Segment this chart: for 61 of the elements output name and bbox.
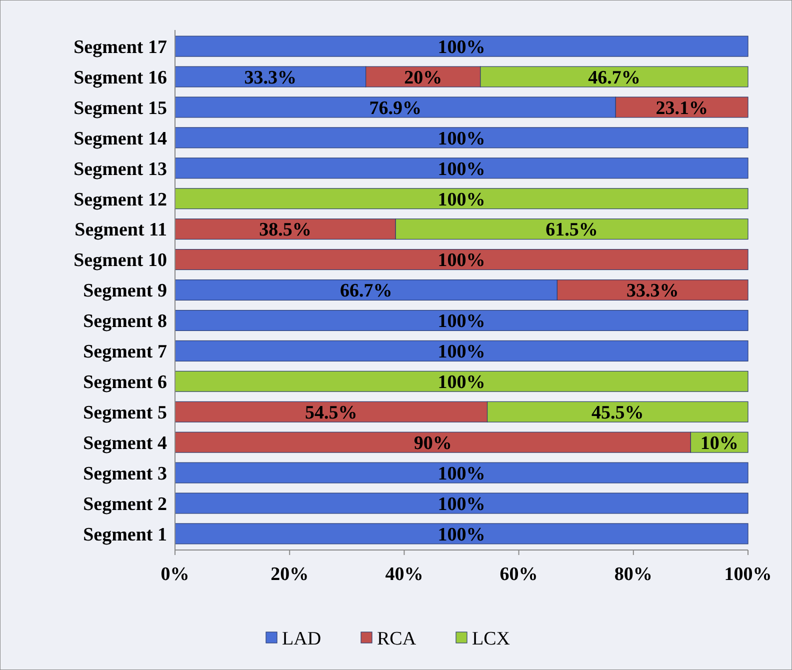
data-label: 38.5%	[259, 220, 312, 241]
y-tick-label: Segment 17	[74, 36, 168, 58]
y-tick-label: Segment 10	[74, 250, 167, 272]
data-label: 90%	[414, 432, 452, 454]
y-tick-label: Segment 2	[83, 494, 167, 515]
x-tick-label: 20%	[270, 564, 309, 585]
x-tick-label: 80%	[614, 564, 652, 585]
bar	[174, 370, 748, 392]
data-label: 100%	[438, 189, 486, 210]
data-label: 100%	[438, 342, 486, 363]
y-tick-label: Segment 4	[83, 432, 168, 454]
x-tick-label: 100%	[724, 564, 772, 585]
y-tick-label: Segment 11	[74, 220, 167, 241]
data-label: 76.9%	[369, 98, 422, 119]
bar	[174, 492, 748, 514]
x-tick-label: 40%	[385, 564, 424, 585]
y-tick-label: Segment 7	[83, 342, 168, 363]
y-tick-label: Segment 16	[74, 67, 167, 88]
data-label: 10%	[700, 432, 738, 454]
legend-label: LAD	[282, 628, 322, 650]
data-label: 46.7%	[588, 67, 640, 88]
data-label: 100%	[438, 463, 486, 484]
bar	[174, 127, 748, 148]
bar	[174, 340, 748, 362]
bar	[174, 188, 748, 210]
data-label: 100%	[438, 158, 486, 180]
bar	[174, 523, 748, 544]
bar	[174, 158, 748, 179]
data-label: 100%	[438, 372, 486, 394]
data-label: 66.7%	[340, 280, 392, 302]
y-tick-label: Segment 1	[83, 524, 167, 546]
bar	[174, 249, 748, 270]
y-tick-label: Segment 12	[74, 189, 167, 210]
x-tick-label: 0%	[160, 564, 190, 585]
data-label: 100%	[438, 36, 486, 58]
bar	[174, 36, 748, 57]
legend-label: LCX	[472, 628, 510, 650]
data-label: 33.3%	[244, 67, 297, 88]
data-label: 100%	[438, 250, 486, 272]
y-tick-label: Segment 6	[83, 372, 167, 394]
data-label: 54.5%	[305, 402, 358, 424]
data-label: 100%	[438, 128, 486, 150]
data-label: 20%	[404, 67, 442, 88]
data-label: 100%	[438, 494, 486, 515]
data-label: 100%	[438, 524, 486, 546]
bar	[174, 462, 748, 484]
data-label: 33.3%	[626, 280, 679, 302]
data-label: 61.5%	[546, 220, 598, 241]
x-tick-label: 60%	[500, 564, 538, 585]
y-tick-label: Segment 9	[83, 280, 167, 302]
bar	[174, 310, 748, 331]
data-label: 100%	[438, 311, 486, 332]
y-tick-label: Segment 5	[83, 402, 167, 424]
data-label: 23.1%	[656, 98, 708, 119]
legend-label: RCA	[377, 628, 416, 650]
y-tick-label: Segment 13	[74, 158, 167, 180]
y-tick-label: Segment 14	[74, 128, 168, 150]
y-tick-label: Segment 8	[83, 311, 167, 332]
data-label: 45.5%	[592, 402, 644, 424]
y-tick-label: Segment 3	[83, 463, 167, 484]
y-tick-label: Segment 15	[74, 98, 167, 119]
